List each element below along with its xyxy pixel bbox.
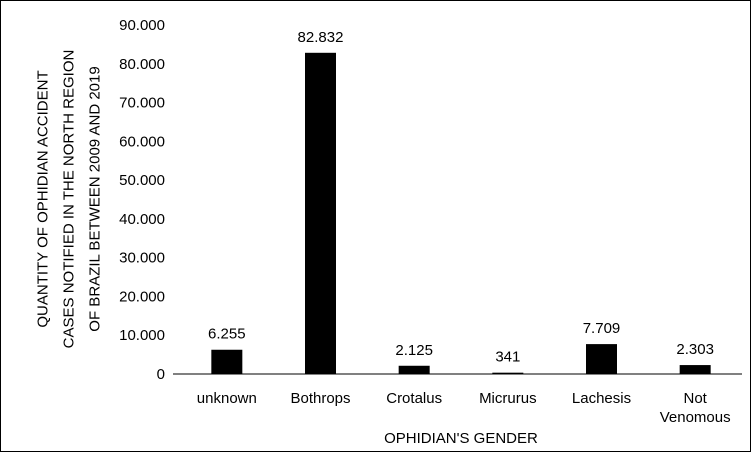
- y-tick-label: 50.000: [119, 172, 165, 189]
- x-tick-label: Bothrops: [290, 390, 350, 407]
- y-tick-label: 40.000: [119, 211, 165, 228]
- bar: [398, 365, 430, 374]
- bar: [492, 372, 524, 374]
- y-axis-ticks: 0 10.000 20.000 30.000 40.000 50.000 60.000 70.…: [119, 17, 165, 383]
- y-tick-label: 90.000: [119, 17, 165, 34]
- data-label: 82.832: [298, 29, 344, 46]
- data-label: 341: [495, 349, 520, 366]
- data-label: 2.125: [395, 342, 433, 359]
- y-axis-title-line: QUANTITY OF OPHIDIAN ACCIDENT: [35, 70, 52, 327]
- bar: [679, 365, 711, 374]
- x-tick-label: Lachesis: [572, 390, 631, 407]
- x-axis-title: OPHIDIAN'S GENDER: [384, 430, 538, 447]
- category-labels: unknown Bothrops Crotalus Micrurus Lachesis N…: [197, 390, 731, 426]
- y-tick-label: 80.000: [119, 56, 165, 73]
- x-tick-label: unknown: [197, 390, 257, 407]
- x-tick-label: Venomous: [660, 409, 731, 426]
- y-tick-label: 60.000: [119, 133, 165, 150]
- y-tick-label: 20.000: [119, 288, 165, 305]
- x-tick-label: Micrurus: [479, 390, 537, 407]
- y-tick-label: 30.000: [119, 250, 165, 267]
- bar: [586, 344, 617, 374]
- y-tick-label: 0: [157, 366, 165, 383]
- data-labels: 6.255 82.832 2.125 341 7.709 2.303: [208, 29, 714, 366]
- y-axis-title-line: CASES NOTIFIED IN THE NORTH REGION: [61, 50, 78, 349]
- y-tick-label: 70.000: [119, 95, 165, 112]
- y-axis-title: QUANTITY OF OPHIDIAN ACCIDENT CASES NOTIF…: [35, 50, 104, 349]
- data-label: 6.255: [208, 326, 246, 343]
- x-tick-label: Not: [683, 390, 707, 407]
- data-label: 7.709: [583, 320, 621, 337]
- data-label: 2.303: [676, 341, 714, 358]
- bar: [305, 52, 336, 375]
- bars: [211, 52, 711, 375]
- y-axis-title-line: OF BRAZIL BETWEEN 2009 AND 2019: [87, 66, 104, 331]
- y-tick-label: 10.000: [119, 327, 165, 344]
- bar: [211, 349, 243, 374]
- x-tick-label: Crotalus: [386, 390, 442, 407]
